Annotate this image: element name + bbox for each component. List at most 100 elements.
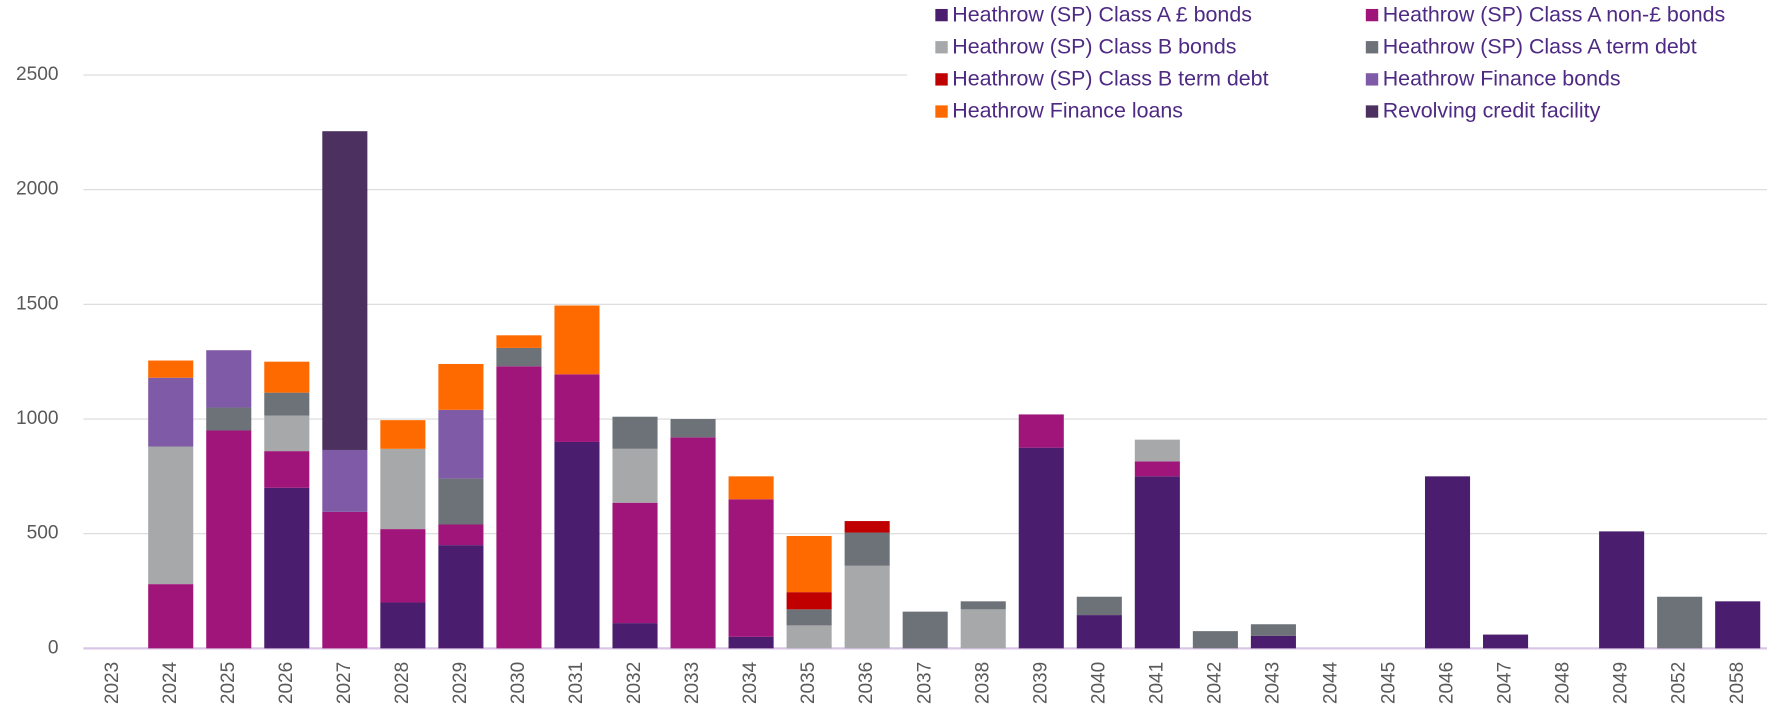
x-tick-label: 2044	[1320, 661, 1341, 704]
x-tick-label: 2028	[392, 662, 413, 704]
bar-segment	[554, 305, 600, 375]
legend-swatch	[935, 8, 948, 22]
legend-label: Heathrow Finance loans	[952, 99, 1183, 123]
legend-label: Heathrow (SP) Class B bonds	[952, 34, 1236, 58]
x-tick-label: 2049	[1611, 662, 1632, 704]
bar-segment	[380, 602, 426, 649]
x-tick-label: 2041	[1146, 662, 1167, 704]
x-tick-label: 2031	[566, 662, 587, 704]
bar-segment	[1192, 631, 1238, 649]
bar-segment	[786, 592, 832, 610]
x-tick-label: 2026	[276, 662, 297, 704]
bar-segment	[322, 131, 368, 450]
bar-segment	[786, 625, 832, 649]
bar-segment	[1250, 635, 1296, 649]
bar-segment	[1715, 601, 1761, 649]
x-tick-label: 2039	[1030, 662, 1051, 704]
bar-segment	[554, 441, 600, 649]
bar-segment	[438, 524, 484, 546]
bar-segment	[438, 363, 484, 410]
bar-segment	[554, 374, 600, 442]
bar-segment	[1483, 634, 1529, 649]
x-tick-label: 2046	[1437, 662, 1458, 704]
bar-segment	[670, 437, 716, 649]
bar-segment	[1424, 476, 1471, 649]
legend-swatch	[1365, 41, 1379, 54]
bar-segment	[1134, 461, 1180, 477]
bar-segment	[728, 636, 774, 649]
bar-segment	[1250, 624, 1296, 636]
bar-segment	[496, 366, 542, 649]
x-tick-label: 2058	[1727, 662, 1748, 704]
bar-segment	[148, 446, 194, 585]
legend-label: Revolving credit facility	[1383, 99, 1601, 123]
x-tick-label: 2023	[102, 662, 123, 704]
bar-segment	[902, 611, 948, 649]
legend-label: Heathrow (SP) Class A term debt	[1383, 34, 1697, 58]
bar-segment	[1599, 531, 1645, 649]
legend-swatch	[1365, 8, 1379, 22]
bar-segment	[844, 521, 890, 533]
bar-segment	[148, 584, 194, 649]
bar-segment	[438, 545, 484, 649]
x-tick-label: 2042	[1204, 662, 1225, 704]
bar-segment	[612, 416, 658, 449]
legend-swatch	[1365, 73, 1379, 86]
y-tick-label: 2500	[16, 64, 59, 85]
x-tick-label: 2045	[1378, 662, 1399, 704]
bar-segment	[960, 609, 1006, 649]
x-tick-label: 2030	[508, 662, 529, 704]
bars	[148, 131, 1761, 649]
x-tick-label: 2035	[798, 662, 819, 704]
bar-segment	[960, 601, 1006, 610]
bar-segment	[322, 449, 368, 512]
bar-segment	[206, 430, 252, 649]
x-tick-label: 2043	[1262, 662, 1283, 704]
bar-segment	[786, 535, 832, 593]
y-tick-label: 500	[27, 523, 59, 544]
x-tick-label: 2027	[334, 662, 355, 704]
axis: 0 500 1000 1500 2000 2500 2023 2024 2025 2026 2027…	[16, 64, 1748, 704]
bar-segment	[438, 409, 484, 479]
bar-segment	[728, 476, 774, 500]
bar-segment	[1657, 596, 1703, 649]
x-tick-label: 2032	[624, 662, 645, 704]
x-tick-label: 2052	[1669, 662, 1690, 704]
x-tick-label: 2024	[160, 661, 181, 704]
bar-segment	[1018, 414, 1064, 448]
bar-segment	[264, 487, 310, 649]
bar-segment	[496, 347, 542, 367]
bar-segment	[612, 623, 658, 649]
bar-segment	[844, 565, 890, 649]
y-tick-label: 1000	[16, 408, 59, 429]
bar-segment	[612, 502, 658, 624]
bar-segment	[380, 420, 426, 449]
x-tick-label: 2029	[450, 662, 471, 704]
x-tick-label: 2034	[740, 661, 761, 704]
bar-segment	[670, 419, 716, 438]
legend-swatch	[935, 41, 948, 54]
bar-segment	[1076, 615, 1122, 649]
x-tick-label: 2048	[1553, 662, 1574, 704]
legend-label: Heathrow Finance bonds	[1383, 67, 1621, 91]
bar-segment	[322, 511, 368, 649]
legend-swatch	[935, 105, 948, 118]
y-tick-label: 1500	[16, 293, 59, 314]
bar-segment	[728, 499, 774, 637]
bar-segment	[206, 350, 252, 408]
legend-label: Heathrow (SP) Class B term debt	[952, 67, 1268, 91]
x-tick-label: 2038	[972, 662, 993, 704]
bar-segment	[264, 392, 310, 416]
bar-segment	[1076, 596, 1122, 616]
legend-background	[907, 0, 1767, 135]
x-tick-label: 2025	[218, 662, 239, 704]
x-tick-label: 2037	[914, 662, 935, 704]
y-tick-label: 0	[48, 637, 59, 658]
bar-segment	[438, 478, 484, 525]
legend-label: Heathrow (SP) Class A £ bonds	[952, 2, 1252, 26]
legend-label: Heathrow (SP) Class A non-£ bonds	[1383, 2, 1726, 26]
x-tick-label: 2040	[1088, 662, 1109, 704]
legend-swatch	[1365, 105, 1379, 118]
bar-segment	[148, 360, 194, 378]
legend: Heathrow (SP) Class A £ bonds Heathrow (S…	[935, 2, 1726, 123]
